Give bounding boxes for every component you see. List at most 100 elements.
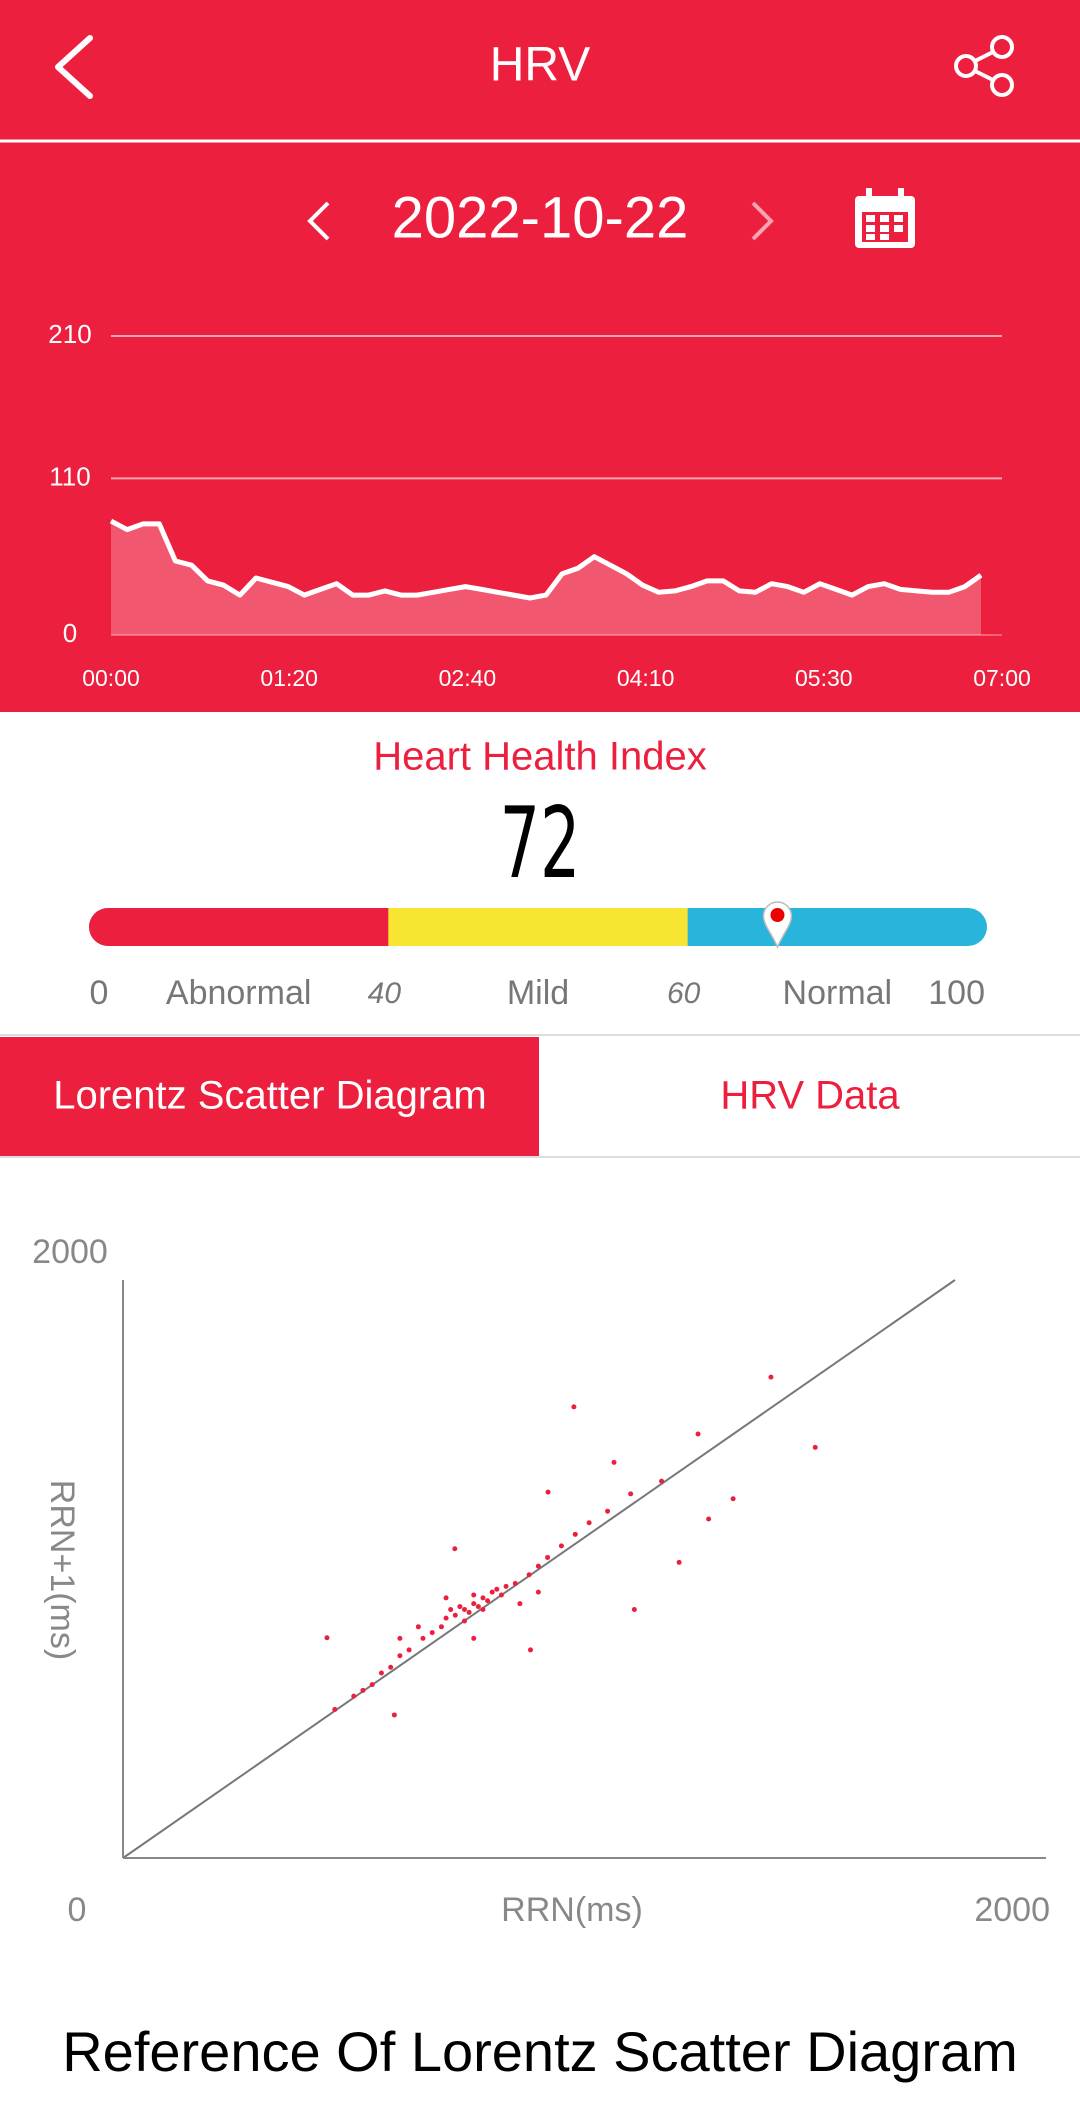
- scatter-point: [586, 1520, 592, 1526]
- red-background: [0, 0, 1080, 712]
- line: [109, 518, 983, 601]
- tab[interactable]: HRV Data: [720, 1074, 900, 1118]
- scatter-point: [695, 1431, 701, 1437]
- scale-label: 100: [928, 974, 985, 1012]
- scatter-point: [324, 1635, 330, 1641]
- x-axis-label: RRN(ms): [501, 1891, 643, 1929]
- scatter-point: [558, 1543, 564, 1549]
- scatter-point: [462, 1606, 468, 1612]
- x-tick-label: 0: [68, 1891, 87, 1929]
- scatter-point: [420, 1635, 426, 1641]
- index-marker: [762, 901, 793, 949]
- y-axis-label: RRN+1(ms): [43, 1480, 81, 1660]
- scatter-point: [517, 1601, 523, 1607]
- scatter-point: [489, 1589, 495, 1595]
- scatter-point: [415, 1624, 421, 1630]
- area-fill: [111, 521, 981, 635]
- scatter-point: [605, 1508, 611, 1514]
- scatter-point: [706, 1516, 712, 1522]
- y-tick-label: 210: [48, 319, 91, 349]
- bar-segment: [388, 908, 688, 946]
- hrv-chart: 0 110 210 00:00 01:20 02:40 04:10 05:30 07:00: [48, 319, 1030, 691]
- scatter-point: [332, 1706, 338, 1712]
- scatter-point: [351, 1693, 357, 1699]
- scatter-point: [397, 1635, 403, 1641]
- tab[interactable]: Lorentz Scatter Diagram: [53, 1074, 487, 1118]
- scale-label: 40: [368, 977, 402, 1010]
- scatter-point: [471, 1635, 477, 1641]
- y-tick-label: 2000: [32, 1233, 108, 1271]
- scatter-point: [480, 1606, 486, 1612]
- scatter-point: [388, 1664, 394, 1670]
- scatter-point: [812, 1444, 818, 1450]
- scatter-point: [503, 1583, 509, 1589]
- scatter-point: [457, 1604, 463, 1610]
- x-tick-label: 2000: [974, 1891, 1050, 1929]
- scatter-point: [471, 1592, 477, 1598]
- calendar-button[interactable]: [855, 188, 915, 248]
- scatter-point: [768, 1374, 774, 1380]
- index-title: Heart Health Index: [373, 735, 707, 779]
- scatter-point: [429, 1630, 435, 1636]
- y-tick-label: 0: [63, 618, 77, 648]
- scatter-point: [676, 1559, 682, 1565]
- x-tick-label: 00:00: [82, 665, 140, 691]
- index-value: 72: [500, 787, 581, 901]
- x-tick-label: 05:30: [795, 665, 853, 691]
- scatter-point: [466, 1609, 472, 1615]
- level-label: Mild: [507, 974, 569, 1012]
- footer-title: Reference Of Lorentz Scatter Diagram: [62, 2020, 1018, 2083]
- scale-label: 60: [667, 977, 701, 1010]
- scatter-point: [485, 1598, 491, 1604]
- scatter-point: [535, 1563, 541, 1569]
- scatter-point: [443, 1595, 449, 1601]
- level-label: Normal: [783, 974, 893, 1012]
- scatter-point: [494, 1586, 500, 1592]
- scatter-point: [369, 1682, 375, 1688]
- next-day[interactable]: [751, 201, 774, 241]
- scatter-point: [730, 1496, 736, 1502]
- scatter-point: [480, 1595, 486, 1601]
- scatter-point: [462, 1618, 468, 1624]
- scatter-point: [452, 1546, 458, 1552]
- reference-diagonal: [122, 1279, 956, 1859]
- scatter-point: [512, 1580, 518, 1586]
- index-bar: Abnormal Mild Normal 0 40 60 100: [89, 901, 987, 1012]
- date[interactable]: 2022-10-22: [392, 185, 689, 250]
- previous-day[interactable]: [307, 201, 330, 241]
- scatter-point: [545, 1554, 551, 1560]
- scatter-point: [475, 1604, 481, 1610]
- scatter-point: [452, 1612, 458, 1618]
- scatter-point: [611, 1459, 617, 1465]
- scale-label: 0: [90, 974, 109, 1012]
- scatter-point: [526, 1572, 532, 1578]
- scatter-point: [397, 1653, 403, 1659]
- x-tick-label: 04:10: [617, 665, 675, 691]
- scatter-point: [571, 1404, 577, 1410]
- x-tick-label: 02:40: [439, 665, 497, 691]
- scatter-point: [628, 1491, 634, 1497]
- scatter-point: [535, 1589, 541, 1595]
- scatter-point: [448, 1606, 454, 1612]
- scatter-point: [528, 1647, 534, 1653]
- back-button[interactable]: [55, 35, 93, 99]
- scatter-chart: 0 2000 2000 RRN(ms) RRN+1(ms): [32, 1233, 1050, 1929]
- header-title: HRV: [490, 39, 590, 92]
- scatter-point: [631, 1606, 637, 1612]
- scatter-point: [498, 1592, 504, 1598]
- level-label: Abnormal: [166, 974, 312, 1012]
- bar-segment: [108, 908, 389, 946]
- tab-active-background: [0, 1037, 539, 1156]
- scatter-point: [378, 1670, 384, 1676]
- index-marker-dot: [770, 908, 785, 922]
- x-tick-label: 01:20: [260, 665, 318, 691]
- scatter-point: [471, 1601, 477, 1607]
- share-button[interactable]: [954, 35, 1014, 97]
- x-tick-label: 07:00: [973, 665, 1031, 691]
- scatter-point: [391, 1712, 397, 1718]
- scatter-point: [406, 1647, 412, 1653]
- scatter-point: [545, 1489, 551, 1495]
- scatter-point: [572, 1531, 578, 1537]
- scatter-point: [438, 1624, 444, 1630]
